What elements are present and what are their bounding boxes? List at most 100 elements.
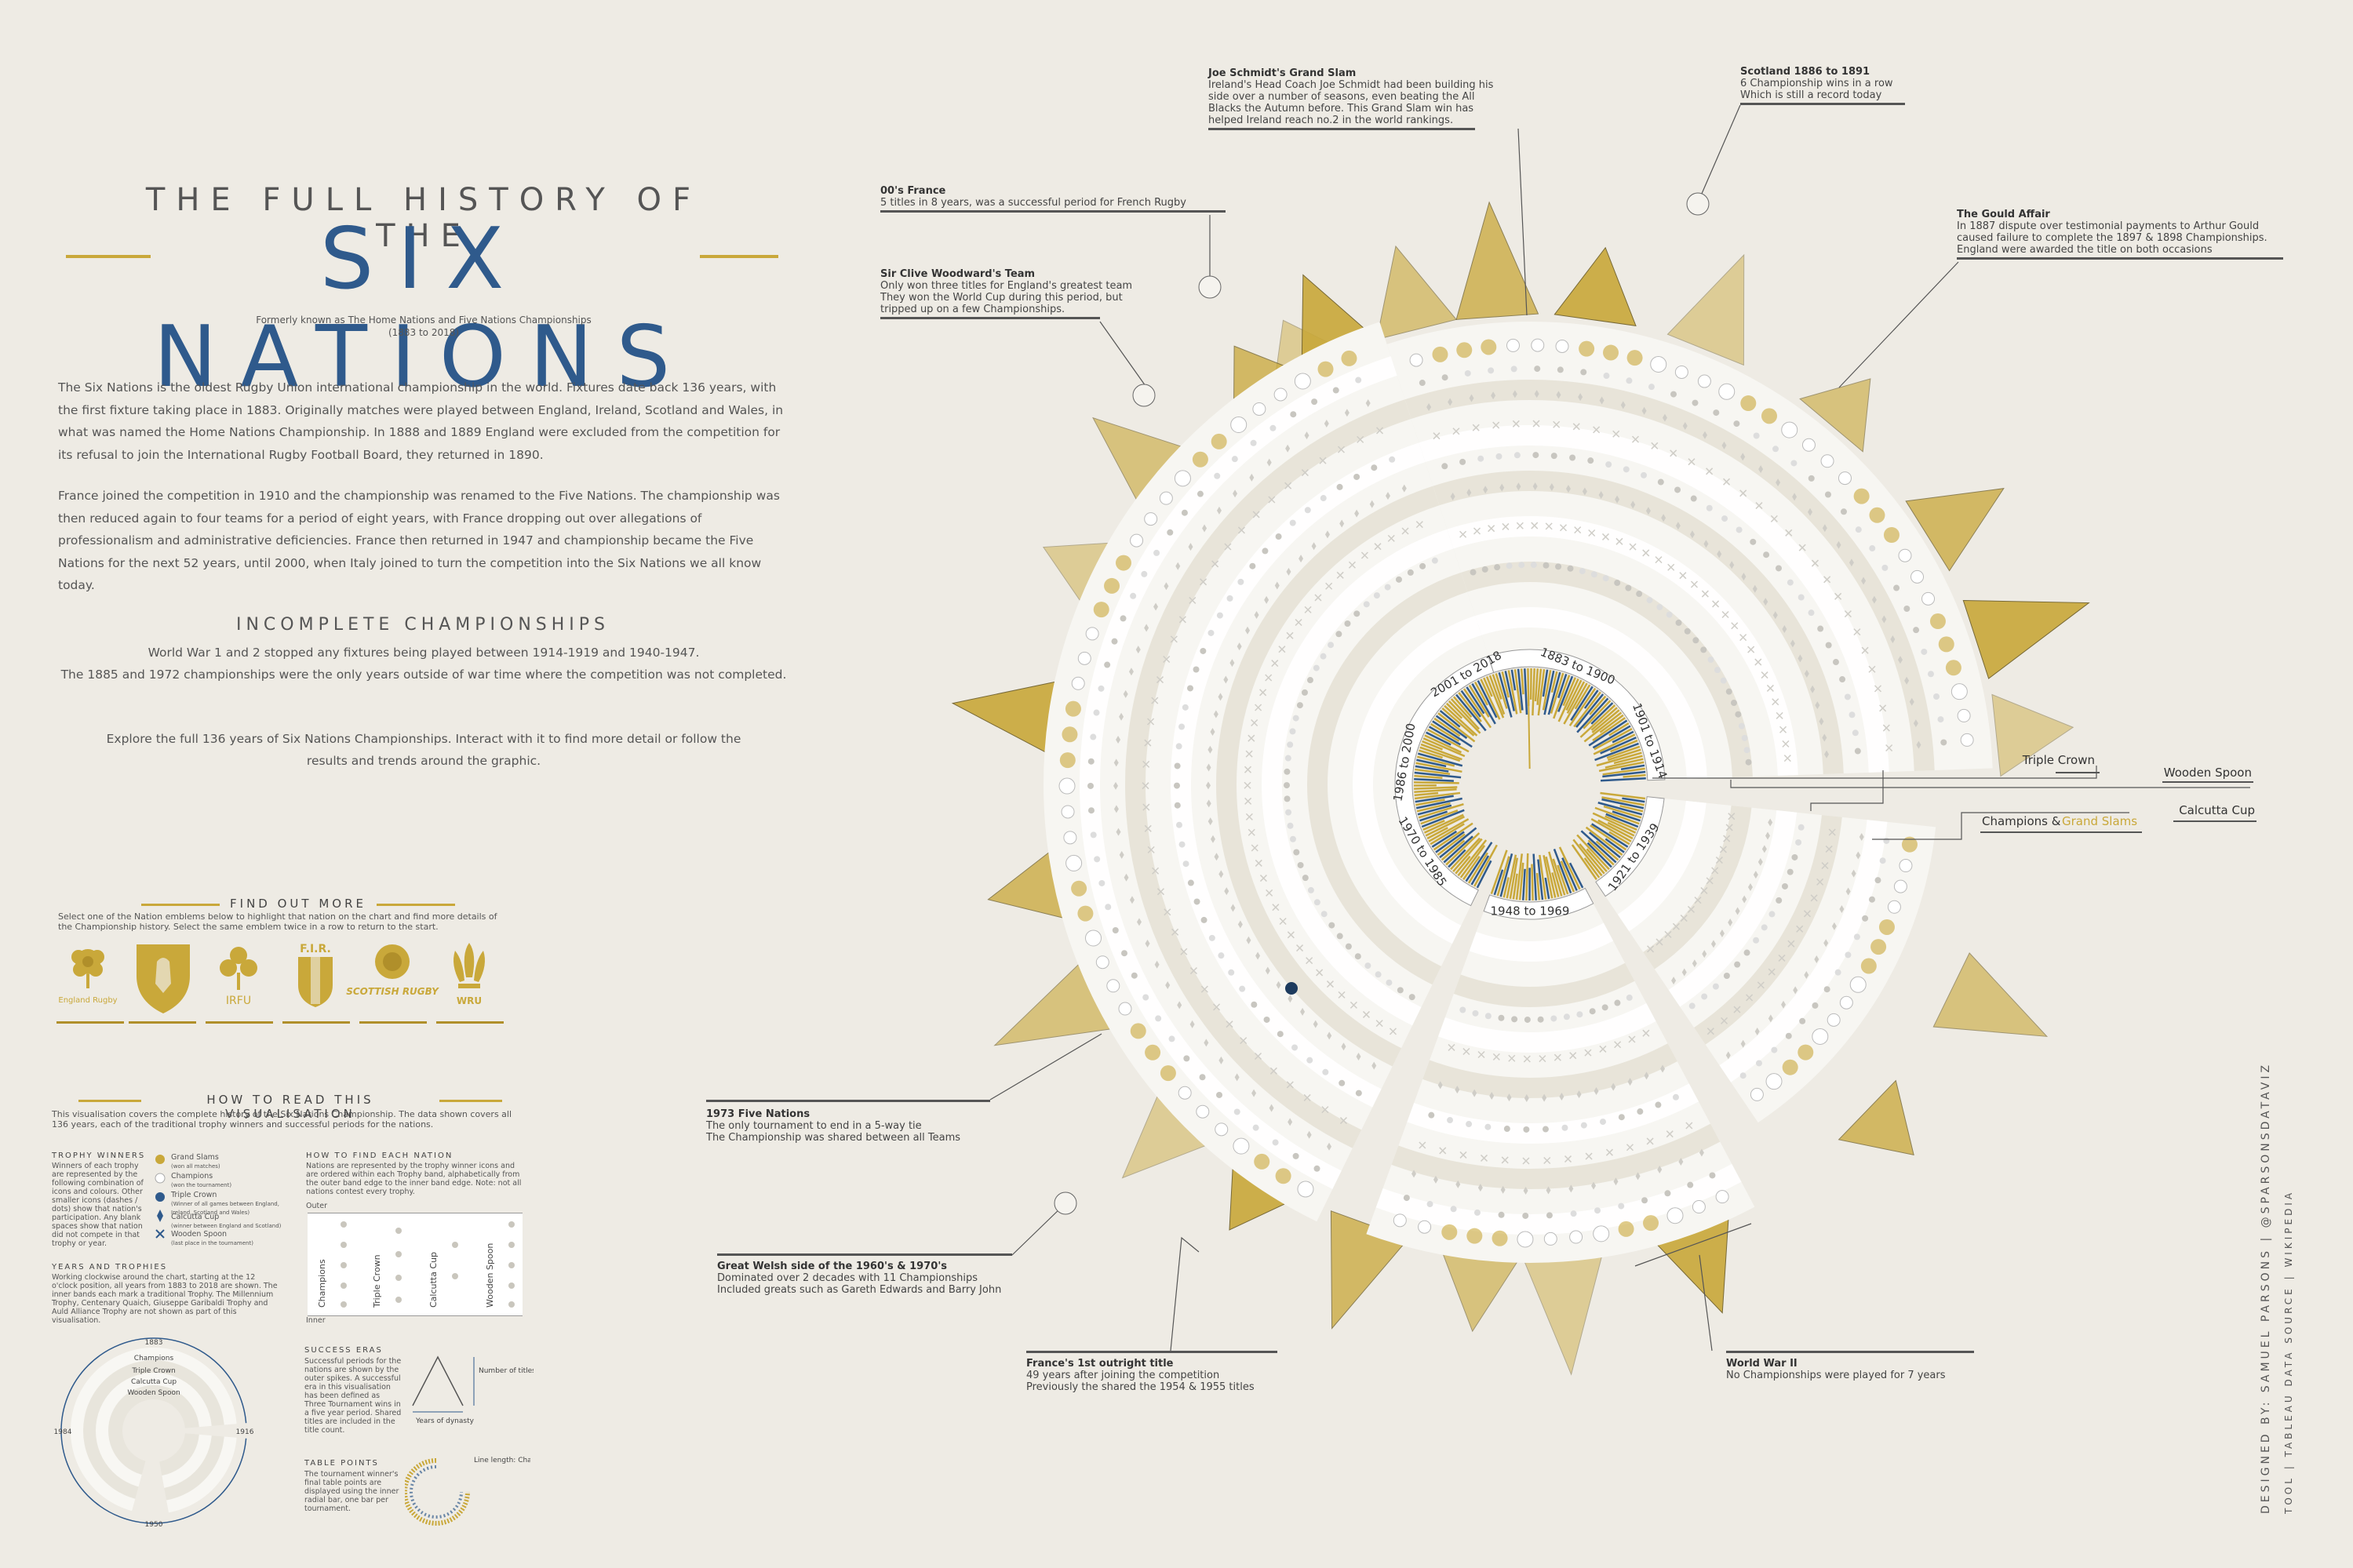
champion-mark[interactable]: [1492, 1230, 1508, 1246]
champion-mark[interactable]: [1144, 512, 1158, 526]
champion-mark[interactable]: [1466, 1228, 1483, 1244]
champion-mark[interactable]: [1130, 533, 1144, 548]
success-spike[interactable]: [1376, 245, 1458, 340]
emblem-scotland[interactable]: SCOTTISH RUGBY: [346, 944, 439, 1024]
champion-mark[interactable]: [1798, 1044, 1814, 1060]
champion-mark[interactable]: [1643, 1215, 1659, 1231]
champion-mark[interactable]: [1945, 660, 1961, 676]
champion-mark[interactable]: [1593, 1225, 1610, 1242]
champion-mark[interactable]: [1077, 651, 1091, 665]
champion-mark[interactable]: [1273, 387, 1288, 402]
champion-mark[interactable]: [1294, 373, 1311, 390]
champion-mark[interactable]: [1957, 708, 1971, 722]
champion-mark[interactable]: [1065, 854, 1083, 871]
champion-mark[interactable]: [1697, 374, 1711, 388]
champion-mark[interactable]: [1543, 1231, 1557, 1246]
champion-mark[interactable]: [1418, 1220, 1432, 1234]
champion-mark[interactable]: [1692, 1200, 1706, 1214]
champion-mark[interactable]: [1901, 836, 1918, 853]
emblem-france[interactable]: [129, 944, 196, 1024]
champion-mark[interactable]: [1317, 361, 1334, 377]
success-spike[interactable]: [1905, 488, 2005, 572]
champion-mark[interactable]: [1104, 577, 1120, 594]
champion-mark[interactable]: [1160, 1065, 1176, 1082]
champion-mark[interactable]: [1211, 433, 1227, 449]
champion-mark[interactable]: [1878, 919, 1895, 935]
champion-mark[interactable]: [1893, 879, 1907, 893]
champion-mark[interactable]: [1409, 353, 1423, 367]
champion-mark[interactable]: [1827, 1013, 1841, 1027]
emblem-england[interactable]: England Rugby: [56, 949, 124, 1024]
champion-mark[interactable]: [1059, 752, 1076, 769]
champion-mark[interactable]: [1579, 340, 1595, 357]
champion-mark[interactable]: [1849, 976, 1867, 993]
champion-mark[interactable]: [1130, 1023, 1146, 1039]
champion-mark[interactable]: [1393, 1213, 1407, 1228]
champion-mark[interactable]: [1062, 726, 1078, 743]
champion-mark[interactable]: [1555, 340, 1569, 354]
champion-mark[interactable]: [1118, 1002, 1132, 1016]
champion-mark[interactable]: [1666, 1207, 1684, 1224]
champion-mark[interactable]: [1106, 979, 1120, 993]
champion-mark[interactable]: [1603, 344, 1619, 361]
champion-mark[interactable]: [1618, 1221, 1634, 1237]
champion-mark[interactable]: [1715, 1190, 1729, 1204]
champion-mark[interactable]: [1569, 1230, 1583, 1244]
champion-mark[interactable]: [1456, 342, 1473, 358]
champion-mark[interactable]: [1870, 939, 1887, 955]
champion-mark[interactable]: [1481, 339, 1497, 355]
champion-mark[interactable]: [1254, 1153, 1270, 1170]
champion-mark[interactable]: [1801, 438, 1816, 452]
champion-mark[interactable]: [1887, 900, 1901, 914]
champion-mark[interactable]: [1061, 805, 1075, 819]
champion-mark[interactable]: [1820, 454, 1834, 468]
champion-mark[interactable]: [1674, 365, 1688, 379]
champion-mark[interactable]: [1441, 1224, 1458, 1240]
champion-mark[interactable]: [1506, 338, 1521, 352]
champion-mark[interactable]: [1174, 470, 1191, 487]
success-spike[interactable]: [1932, 952, 2049, 1037]
champion-mark[interactable]: [1058, 777, 1076, 795]
champion-mark[interactable]: [1883, 527, 1900, 544]
champion-mark[interactable]: [1626, 350, 1643, 366]
champion-mark[interactable]: [1432, 346, 1448, 362]
champion-mark[interactable]: [1084, 930, 1102, 947]
champion-mark[interactable]: [1196, 1104, 1210, 1119]
champion-mark[interactable]: [1960, 733, 1974, 747]
champion-mark[interactable]: [1159, 491, 1173, 505]
champion-mark[interactable]: [1910, 569, 1925, 584]
champion-mark[interactable]: [1517, 1231, 1534, 1248]
selected-point-icon[interactable]: [1285, 982, 1298, 995]
success-spike[interactable]: [1553, 246, 1637, 326]
champion-mark[interactable]: [1782, 1059, 1798, 1075]
champion-mark[interactable]: [1275, 1168, 1291, 1184]
champion-mark[interactable]: [1839, 995, 1853, 1010]
champion-mark[interactable]: [1095, 955, 1109, 970]
success-spike[interactable]: [1838, 1079, 1914, 1156]
champion-mark[interactable]: [1921, 591, 1936, 606]
champion-mark[interactable]: [1192, 451, 1208, 467]
champion-mark[interactable]: [1838, 471, 1852, 486]
champion-mark[interactable]: [1115, 555, 1131, 571]
champion-mark[interactable]: [1063, 831, 1077, 845]
emblem-wales[interactable]: WRU: [436, 943, 504, 1024]
emblem-ireland[interactable]: IRFU: [206, 947, 273, 1024]
champion-mark[interactable]: [1215, 1122, 1229, 1137]
champion-mark[interactable]: [1765, 1073, 1783, 1090]
champion-mark[interactable]: [1252, 402, 1266, 416]
success-spike[interactable]: [1521, 1249, 1604, 1376]
success-spike[interactable]: [1666, 253, 1745, 366]
success-spike[interactable]: [1962, 600, 2090, 679]
champion-mark[interactable]: [1951, 683, 1968, 700]
champion-mark[interactable]: [1853, 488, 1870, 504]
champion-mark[interactable]: [1938, 636, 1954, 653]
success-spike[interactable]: [1991, 693, 2074, 777]
champion-mark[interactable]: [1740, 395, 1757, 412]
champion-mark[interactable]: [1929, 613, 1946, 630]
champion-mark[interactable]: [1071, 880, 1087, 897]
champion-mark[interactable]: [1085, 627, 1099, 641]
champion-mark[interactable]: [1781, 421, 1798, 438]
champion-mark[interactable]: [1812, 1028, 1829, 1045]
champion-mark[interactable]: [1065, 700, 1081, 717]
champion-mark[interactable]: [1178, 1086, 1192, 1100]
